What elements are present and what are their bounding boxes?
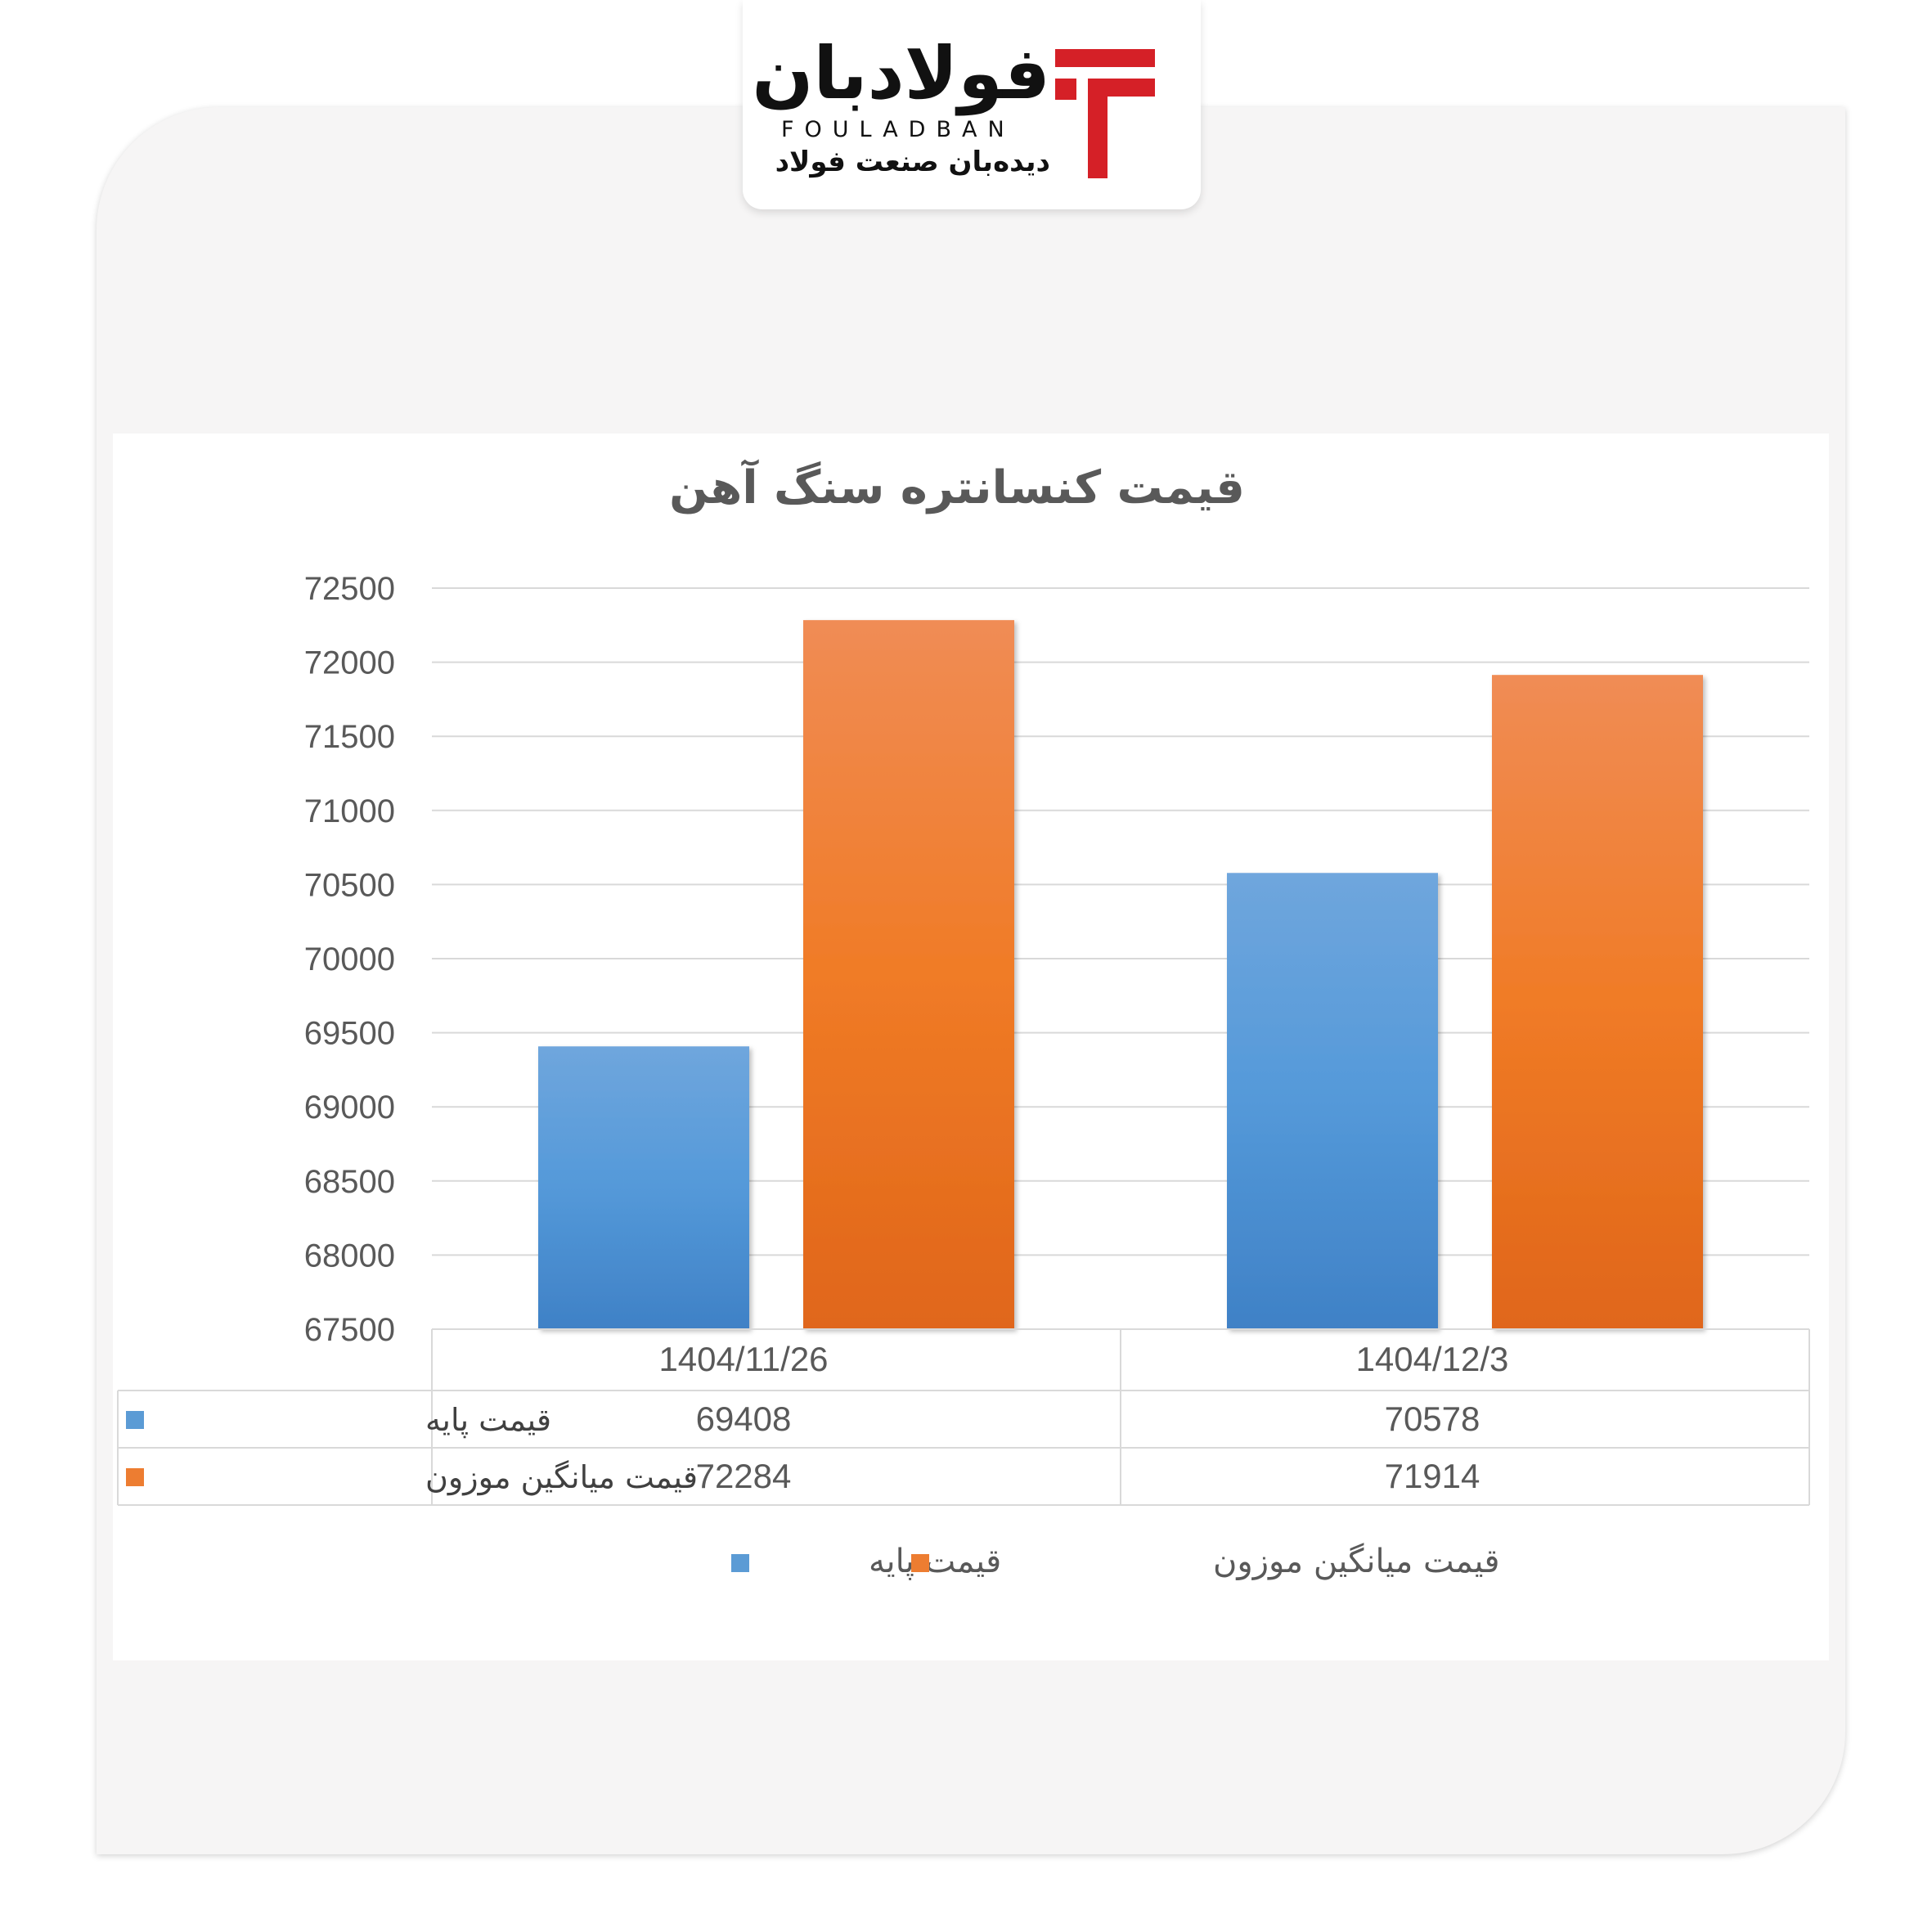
y-axis-tick-labels: 67500 68000 68500 69000 69500 70000 70500 71000… [304,571,395,1348]
x-category-label: 1404/11/26 [658,1340,828,1378]
y-tick-label: 71000 [304,793,395,829]
table-value: 70578 [1385,1400,1480,1438]
bar-weighted-avg-price-2 [1492,675,1703,1329]
data-table: 1404/11/26 1404/12/3 قیمت پایه 69408 70578 قی… [117,1328,1810,1506]
legend: قیمت پایه قیمت میانگین موزون [731,1543,1500,1580]
table-series-label: قیمت میانگین موزون [425,1459,698,1496]
y-tick-label: 69500 [304,1016,395,1052]
legend-key [731,1554,749,1572]
bar-chart: قیمت کنسانتره سنگ آهن 67500 68000 68500 690… [117,459,1810,1580]
x-category-label: 1404/12/3 [1356,1340,1509,1378]
y-tick-label: 68000 [304,1238,395,1274]
bar-base-price-1 [538,1046,749,1329]
logo-wordmark-fa: فولادبان [752,31,1050,115]
table-value: 71914 [1385,1457,1480,1495]
legend-label: قیمت میانگین موزون [1213,1543,1500,1580]
fouladban-logo-mark [1055,49,1155,178]
bars [538,620,1703,1329]
y-tick-label: 68500 [304,1164,395,1200]
logo-wordmark-en: FOULADBAN [781,117,1015,142]
legend-key [911,1554,929,1572]
table-value: 69408 [696,1400,792,1438]
legend-label: قیمت پایه [869,1543,1001,1580]
logo-box [743,0,1201,209]
bar-base-price-2 [1227,873,1438,1329]
y-tick-label: 70000 [304,941,395,977]
table-legend-key [126,1411,144,1429]
logo-tagline: دیده‌بان صنعت فولاد [775,146,1050,178]
bar-weighted-avg-price-1 [803,620,1014,1329]
table-value: 72284 [696,1457,792,1495]
y-tick-label: 67500 [304,1312,395,1348]
y-tick-label: 69000 [304,1090,395,1126]
y-tick-label: 72500 [304,571,395,607]
y-tick-label: 71500 [304,719,395,755]
table-legend-key [126,1468,144,1486]
chart-title: قیمت کنسانتره سنگ آهن [669,459,1245,514]
table-series-label: قیمت پایه [425,1402,551,1438]
y-tick-label: 70500 [304,867,395,903]
chart-area: قیمت کنسانتره سنگ آهن 67500 68000 68500 690… [113,434,1829,1660]
y-tick-label: 72000 [304,645,395,681]
